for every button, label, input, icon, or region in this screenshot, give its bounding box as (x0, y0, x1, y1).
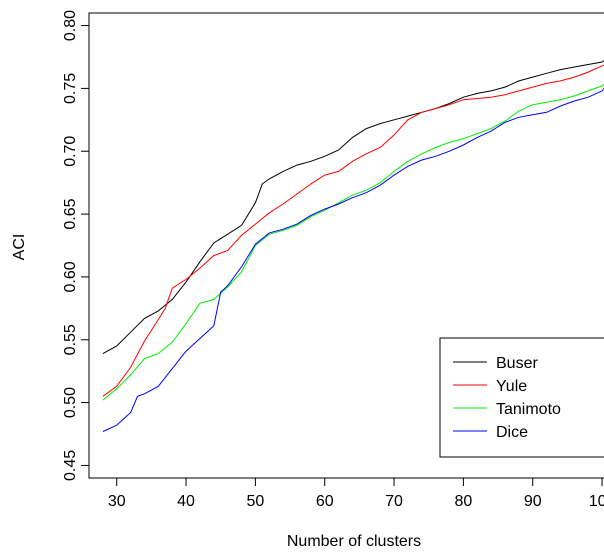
series-line-yule (102, 64, 604, 397)
x-tick-label: 70 (385, 493, 403, 510)
series-line-dice (102, 87, 604, 432)
plot-frame (88, 12, 604, 479)
legend: Buser Yule Tanimoto Dice (439, 337, 604, 458)
x-tick-label: 30 (108, 493, 126, 510)
y-tick-label: 0.75 (62, 73, 79, 104)
x-tick-label: 40 (177, 493, 195, 510)
y-tick-label: 0.50 (62, 387, 79, 418)
series-line-tanimoto (102, 83, 604, 401)
legend-box (439, 337, 604, 458)
legend-label-buser: Buser (496, 355, 538, 372)
y-tick-label: 0.65 (62, 198, 79, 229)
y-tick-label: 0.80 (62, 10, 79, 41)
x-tick-label: 90 (524, 493, 542, 510)
series-line-buser (102, 60, 604, 355)
x-tick-label: 50 (247, 493, 265, 510)
y-tick-label: 0.60 (62, 261, 79, 292)
x-tick-label: 100 (589, 493, 604, 510)
y-axis-label: ACI (11, 234, 28, 261)
y-tick-label: 0.55 (62, 324, 79, 355)
x-axis-label: Number of clusters (287, 533, 421, 550)
legend-label-tanimoto: Tanimoto (496, 401, 561, 418)
x-tick-label: 60 (316, 493, 334, 510)
x-axis: 30 40 50 60 70 80 90 100 (108, 478, 604, 510)
series-layer (102, 60, 604, 432)
legend-label-dice: Dice (496, 424, 528, 441)
y-axis: 0.45 0.50 0.55 0.60 0.65 0.70 0.75 0.80 (62, 10, 89, 481)
legend-label-yule: Yule (496, 378, 527, 395)
y-tick-label: 0.45 (62, 450, 79, 481)
y-tick-label: 0.70 (62, 136, 79, 167)
x-tick-label: 80 (455, 493, 473, 510)
